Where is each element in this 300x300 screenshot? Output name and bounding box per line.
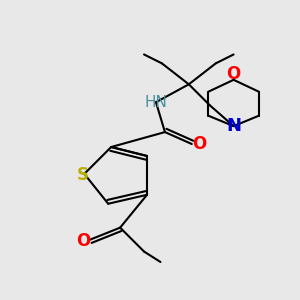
Text: S: S: [77, 167, 89, 184]
Text: O: O: [226, 65, 241, 83]
Text: HN: HN: [145, 95, 167, 110]
Text: O: O: [192, 135, 206, 153]
Text: O: O: [76, 232, 90, 250]
Text: N: N: [226, 117, 241, 135]
